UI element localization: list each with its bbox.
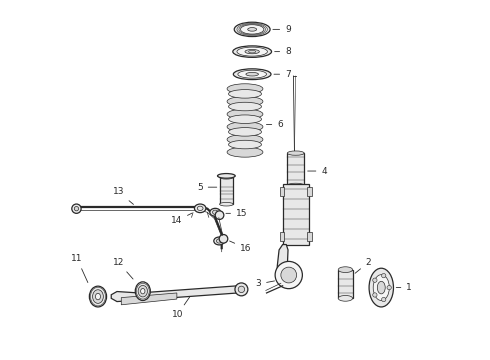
Text: 7: 7	[274, 70, 291, 79]
Text: 12: 12	[113, 258, 133, 279]
Text: 9: 9	[273, 25, 291, 34]
Text: 5: 5	[197, 183, 217, 192]
Ellipse shape	[228, 140, 262, 149]
Ellipse shape	[234, 22, 270, 37]
Bar	[307, 187, 312, 196]
Text: 15: 15	[226, 209, 247, 218]
Ellipse shape	[96, 293, 100, 300]
Text: 11: 11	[72, 255, 88, 283]
Ellipse shape	[227, 84, 263, 94]
Circle shape	[281, 267, 296, 283]
Circle shape	[373, 293, 377, 297]
Ellipse shape	[227, 96, 263, 107]
Bar	[280, 232, 285, 241]
Circle shape	[215, 211, 224, 220]
Text: 13: 13	[113, 187, 133, 204]
Ellipse shape	[241, 25, 264, 34]
Circle shape	[235, 283, 248, 296]
Ellipse shape	[227, 122, 263, 132]
Circle shape	[72, 204, 81, 213]
Ellipse shape	[233, 69, 271, 80]
Ellipse shape	[369, 268, 393, 307]
Ellipse shape	[217, 239, 222, 243]
Ellipse shape	[227, 147, 263, 157]
Ellipse shape	[338, 267, 353, 273]
Ellipse shape	[228, 115, 262, 123]
Text: 4: 4	[308, 167, 327, 176]
Ellipse shape	[135, 282, 150, 301]
Ellipse shape	[238, 70, 267, 78]
Circle shape	[373, 278, 377, 282]
Ellipse shape	[210, 208, 220, 216]
Text: 3: 3	[255, 279, 274, 288]
Polygon shape	[122, 293, 177, 305]
Ellipse shape	[213, 210, 218, 215]
Polygon shape	[111, 292, 139, 302]
Ellipse shape	[228, 90, 262, 98]
Circle shape	[238, 286, 245, 293]
Ellipse shape	[227, 134, 263, 144]
Ellipse shape	[287, 183, 304, 188]
Ellipse shape	[214, 237, 224, 245]
Ellipse shape	[195, 204, 206, 213]
Bar	[338, 270, 353, 298]
Ellipse shape	[138, 285, 147, 297]
Bar	[220, 177, 233, 204]
Ellipse shape	[247, 28, 257, 31]
Circle shape	[382, 297, 386, 302]
Circle shape	[74, 207, 78, 211]
Circle shape	[275, 261, 302, 289]
Ellipse shape	[218, 174, 235, 178]
Ellipse shape	[338, 296, 353, 301]
Polygon shape	[139, 286, 238, 300]
Circle shape	[387, 285, 392, 290]
Ellipse shape	[237, 47, 268, 56]
Ellipse shape	[233, 46, 271, 57]
Ellipse shape	[287, 151, 304, 155]
Ellipse shape	[246, 72, 258, 76]
Ellipse shape	[228, 102, 262, 111]
Text: 10: 10	[172, 297, 190, 319]
Bar	[280, 187, 285, 196]
Circle shape	[219, 234, 228, 243]
Bar	[283, 184, 309, 244]
Ellipse shape	[93, 290, 103, 303]
Text: 2: 2	[355, 258, 371, 273]
Text: 6: 6	[267, 120, 283, 129]
Polygon shape	[277, 244, 298, 288]
Text: 16: 16	[230, 241, 251, 253]
Ellipse shape	[89, 286, 107, 307]
Text: 1: 1	[396, 283, 412, 292]
Ellipse shape	[377, 281, 385, 294]
Ellipse shape	[220, 176, 233, 179]
Ellipse shape	[373, 275, 390, 301]
Ellipse shape	[245, 49, 259, 54]
Ellipse shape	[227, 109, 263, 119]
Ellipse shape	[220, 202, 233, 206]
Ellipse shape	[141, 288, 145, 294]
Bar	[287, 153, 304, 185]
Circle shape	[382, 274, 386, 278]
Bar	[307, 232, 312, 241]
Ellipse shape	[228, 127, 262, 136]
Text: 14: 14	[171, 213, 192, 225]
Text: 8: 8	[275, 47, 291, 56]
